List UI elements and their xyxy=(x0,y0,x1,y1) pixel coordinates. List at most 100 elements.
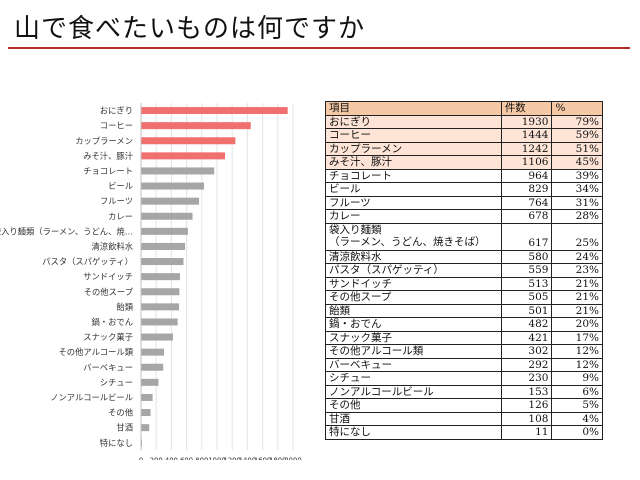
row-count: 1930 xyxy=(500,114,553,129)
x-tick-label: 400 xyxy=(165,456,178,460)
table-row: 清涼飲料水 580 24% xyxy=(325,249,603,264)
row-label: カレー xyxy=(325,209,502,224)
row-count: 1444 xyxy=(500,128,553,143)
row-count: 617 xyxy=(500,222,553,251)
bar xyxy=(141,393,153,401)
bar xyxy=(141,348,164,356)
row-label: ビール xyxy=(325,182,502,197)
bar xyxy=(141,258,184,266)
table-row: 飴類 501 21% xyxy=(325,303,603,318)
category-label: パスタ（スパゲッティ） xyxy=(42,257,133,267)
data-table: 項目 件数% おにぎり 1930 79% コーヒー 1444 59% カップラーメン 1242 51… xyxy=(325,101,603,440)
row-label: カップラーメン xyxy=(325,141,502,156)
table-row: スナック菓子 421 17% xyxy=(325,330,603,345)
category-label: フルーツ xyxy=(100,196,133,206)
row-percent: 6% xyxy=(551,384,603,399)
row-count: 153 xyxy=(500,384,553,399)
table-row: 鍋・おでん 482 20% xyxy=(325,317,603,332)
x-tick-label: 1200 xyxy=(224,456,241,460)
row-percent: 9% xyxy=(551,371,603,386)
row-label: ノンアルコールビール xyxy=(325,384,502,399)
category-label: ビール xyxy=(108,181,133,191)
row-percent: 59% xyxy=(551,128,603,143)
bar-chart: おにぎりコーヒーカップラーメンみそ汁、豚汁チョコレートビールフルーツカレー袋入り… xyxy=(0,103,302,460)
row-count: 559 xyxy=(500,263,553,278)
row-percent: 45% xyxy=(551,155,603,170)
table-row: バーベキュー 292 12% xyxy=(325,357,603,372)
row-count: 126 xyxy=(500,398,553,413)
table-row: シチュー 230 9% xyxy=(325,371,603,386)
x-tick-label: 1600 xyxy=(254,456,271,460)
bar xyxy=(141,212,193,220)
table-row: 特になし 11 0% xyxy=(325,425,603,440)
row-label: フルーツ xyxy=(325,195,502,210)
table-header-row: 項目 件数% xyxy=(325,101,603,116)
row-count: 421 xyxy=(500,330,553,345)
x-tick-label: 2000 xyxy=(284,456,301,460)
category-label: チョコレート xyxy=(83,166,133,176)
table-row: その他スープ 505 21% xyxy=(325,290,603,305)
row-label: その他 xyxy=(325,398,502,413)
row-count: 764 xyxy=(500,195,553,210)
title-underline xyxy=(8,47,630,49)
row-label: スナック菓子 xyxy=(325,330,502,345)
row-percent: 24% xyxy=(551,249,603,264)
category-label: カレー xyxy=(108,211,133,221)
category-label: みそ汁、豚汁 xyxy=(83,151,133,161)
table-row: カレー 678 28% xyxy=(325,209,603,224)
row-percent: 39% xyxy=(551,168,603,183)
row-label: 飴類 xyxy=(325,303,502,318)
row-count: 678 xyxy=(500,209,553,224)
row-count: 108 xyxy=(500,411,553,426)
table-row: その他アルコール類 302 12% xyxy=(325,344,603,359)
row-count: 1242 xyxy=(500,141,553,156)
row-percent: 4% xyxy=(551,411,603,426)
row-label: コーヒー xyxy=(325,128,502,143)
row-label: みそ汁、豚汁 xyxy=(325,155,502,170)
row-label: パスタ（スパゲッティ） xyxy=(325,263,502,278)
bar xyxy=(141,409,151,417)
table-row: 甘酒 108 4% xyxy=(325,411,603,426)
category-label: 飴類 xyxy=(116,302,133,312)
table-row: おにぎり 1930 79% xyxy=(325,114,603,129)
row-count: 11 xyxy=(500,425,553,440)
row-percent: 23% xyxy=(551,263,603,278)
row-count: 964 xyxy=(500,168,553,183)
x-tick-label: 200 xyxy=(150,456,163,460)
bar xyxy=(141,227,188,235)
row-percent: 12% xyxy=(551,357,603,372)
category-label: サンドイッチ xyxy=(83,272,133,282)
bar xyxy=(141,107,288,115)
x-tick-label: 600 xyxy=(180,456,193,460)
row-percent: 31% xyxy=(551,195,603,210)
row-label: サンドイッチ xyxy=(325,276,502,291)
category-label: スナック菓子 xyxy=(83,332,133,342)
page-title: 山で食べたいものは何ですか xyxy=(14,14,366,44)
row-label: 甘酒 xyxy=(325,411,502,426)
category-label: 袋入り麺類（ラーメン、うどん、焼… xyxy=(0,226,133,236)
table-row: 袋入り麺類 （ラーメン、うどん、焼きそば） 617 25% xyxy=(325,222,603,251)
bar xyxy=(141,167,215,175)
row-percent: 51% xyxy=(551,141,603,156)
row-label: チョコレート xyxy=(325,168,502,183)
category-label: カップラーメン xyxy=(75,136,133,146)
category-label: ノンアルコールビール xyxy=(50,392,133,402)
row-count: 230 xyxy=(500,371,553,386)
category-label: バーベキュー xyxy=(83,362,133,372)
table-header-cell: 件数 xyxy=(500,101,553,116)
row-percent: 17% xyxy=(551,330,603,345)
bar xyxy=(141,303,180,311)
x-tick-label: 1800 xyxy=(269,456,286,460)
row-label: その他アルコール類 xyxy=(325,344,502,359)
bar xyxy=(141,288,180,296)
bar xyxy=(141,242,186,250)
row-count: 580 xyxy=(500,249,553,264)
table-row: パスタ（スパゲッティ） 559 23% xyxy=(325,263,603,278)
table-row: チョコレート 964 39% xyxy=(325,168,603,183)
row-percent: 21% xyxy=(551,276,603,291)
bar xyxy=(141,182,205,190)
row-count: 501 xyxy=(500,303,553,318)
row-percent: 21% xyxy=(551,303,603,318)
row-percent: 79% xyxy=(551,114,603,129)
x-tick-label: 0 xyxy=(139,456,143,460)
